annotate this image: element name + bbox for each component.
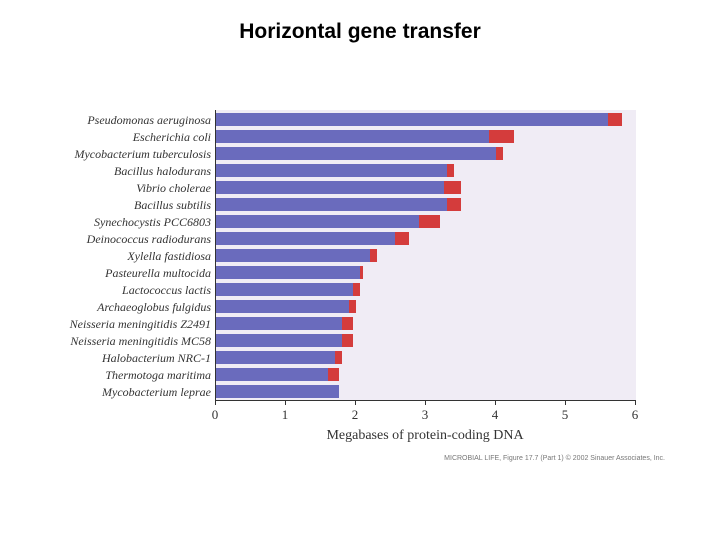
- bar-segment-native: [216, 283, 353, 296]
- bar-segment-native: [216, 300, 349, 313]
- species-label: Pasteurella multocida: [105, 267, 211, 279]
- bar-segment-native: [216, 249, 370, 262]
- species-label: Xylella fastidiosa: [127, 250, 211, 262]
- species-label: Neisseria meningitidis MC58: [70, 335, 211, 347]
- hgt-bar-chart: Megabases of protein-coding DNA MICROBIA…: [45, 110, 665, 460]
- x-tick: [565, 400, 566, 405]
- bar-segment-transferred: [496, 147, 503, 160]
- bar-segment-native: [216, 164, 447, 177]
- bar-segment-native: [216, 147, 496, 160]
- bar-segment-transferred: [360, 266, 364, 279]
- species-label: Thermotoga maritima: [105, 369, 211, 381]
- x-tick: [425, 400, 426, 405]
- bar-segment-native: [216, 351, 335, 364]
- species-label: Bacillus halodurans: [114, 165, 211, 177]
- species-label: Halobacterium NRC-1: [102, 352, 211, 364]
- bar-segment-transferred: [419, 215, 440, 228]
- bar-segment-native: [216, 130, 489, 143]
- bar-segment-native: [216, 385, 339, 398]
- bar-segment-transferred: [353, 283, 360, 296]
- x-tick-label: 4: [492, 407, 499, 423]
- species-label: Archaeoglobus fulgidus: [97, 301, 211, 313]
- x-tick: [635, 400, 636, 405]
- bar-segment-transferred: [447, 164, 454, 177]
- bar-segment-transferred: [608, 113, 622, 126]
- x-tick: [355, 400, 356, 405]
- bar-segment-native: [216, 113, 608, 126]
- species-label: Mycobacterium leprae: [102, 386, 211, 398]
- x-tick-label: 1: [282, 407, 289, 423]
- x-tick: [285, 400, 286, 405]
- x-axis-label: Megabases of protein-coding DNA: [215, 428, 635, 444]
- x-tick-label: 3: [422, 407, 429, 423]
- species-label: Bacillus subtilis: [134, 199, 211, 211]
- bar-segment-native: [216, 334, 342, 347]
- bar-segment-transferred: [328, 368, 339, 381]
- slide: Horizontal gene transfer Megabases of pr…: [0, 0, 720, 540]
- figure-credit: MICROBIAL LIFE, Figure 17.7 (Part 1) © 2…: [444, 455, 665, 462]
- x-tick-label: 6: [632, 407, 639, 423]
- x-tick-label: 5: [562, 407, 569, 423]
- bar-segment-native: [216, 232, 395, 245]
- x-tick-label: 2: [352, 407, 359, 423]
- species-label: Vibrio cholerae: [136, 182, 211, 194]
- bar-segment-native: [216, 317, 342, 330]
- page-title: Horizontal gene transfer: [0, 20, 720, 44]
- bar-segment-transferred: [342, 334, 353, 347]
- bar-segment-native: [216, 368, 328, 381]
- species-label: Mycobacterium tuberculosis: [74, 148, 211, 160]
- species-label: Neisseria meningitidis Z2491: [70, 318, 211, 330]
- bar-segment-transferred: [444, 181, 462, 194]
- x-tick: [495, 400, 496, 405]
- bar-segment-transferred: [335, 351, 342, 364]
- bar-segment-native: [216, 266, 360, 279]
- x-tick: [215, 400, 216, 405]
- bar-segment-transferred: [349, 300, 356, 313]
- bar-segment-native: [216, 181, 444, 194]
- bar-segment-native: [216, 215, 419, 228]
- bar-segment-transferred: [447, 198, 461, 211]
- bar-segment-transferred: [489, 130, 514, 143]
- species-label: Pseudomonas aeruginosa: [87, 114, 211, 126]
- bar-segment-transferred: [395, 232, 409, 245]
- bar-segment-transferred: [342, 317, 353, 330]
- species-label: Deinococcus radiodurans: [87, 233, 211, 245]
- species-label: Escherichia coli: [133, 131, 211, 143]
- bar-segment-transferred: [370, 249, 377, 262]
- bar-segment-native: [216, 198, 447, 211]
- plot-area: [215, 110, 636, 401]
- species-label: Lactococcus lactis: [122, 284, 211, 296]
- x-tick-label: 0: [212, 407, 219, 423]
- species-label: Synechocystis PCC6803: [94, 216, 211, 228]
